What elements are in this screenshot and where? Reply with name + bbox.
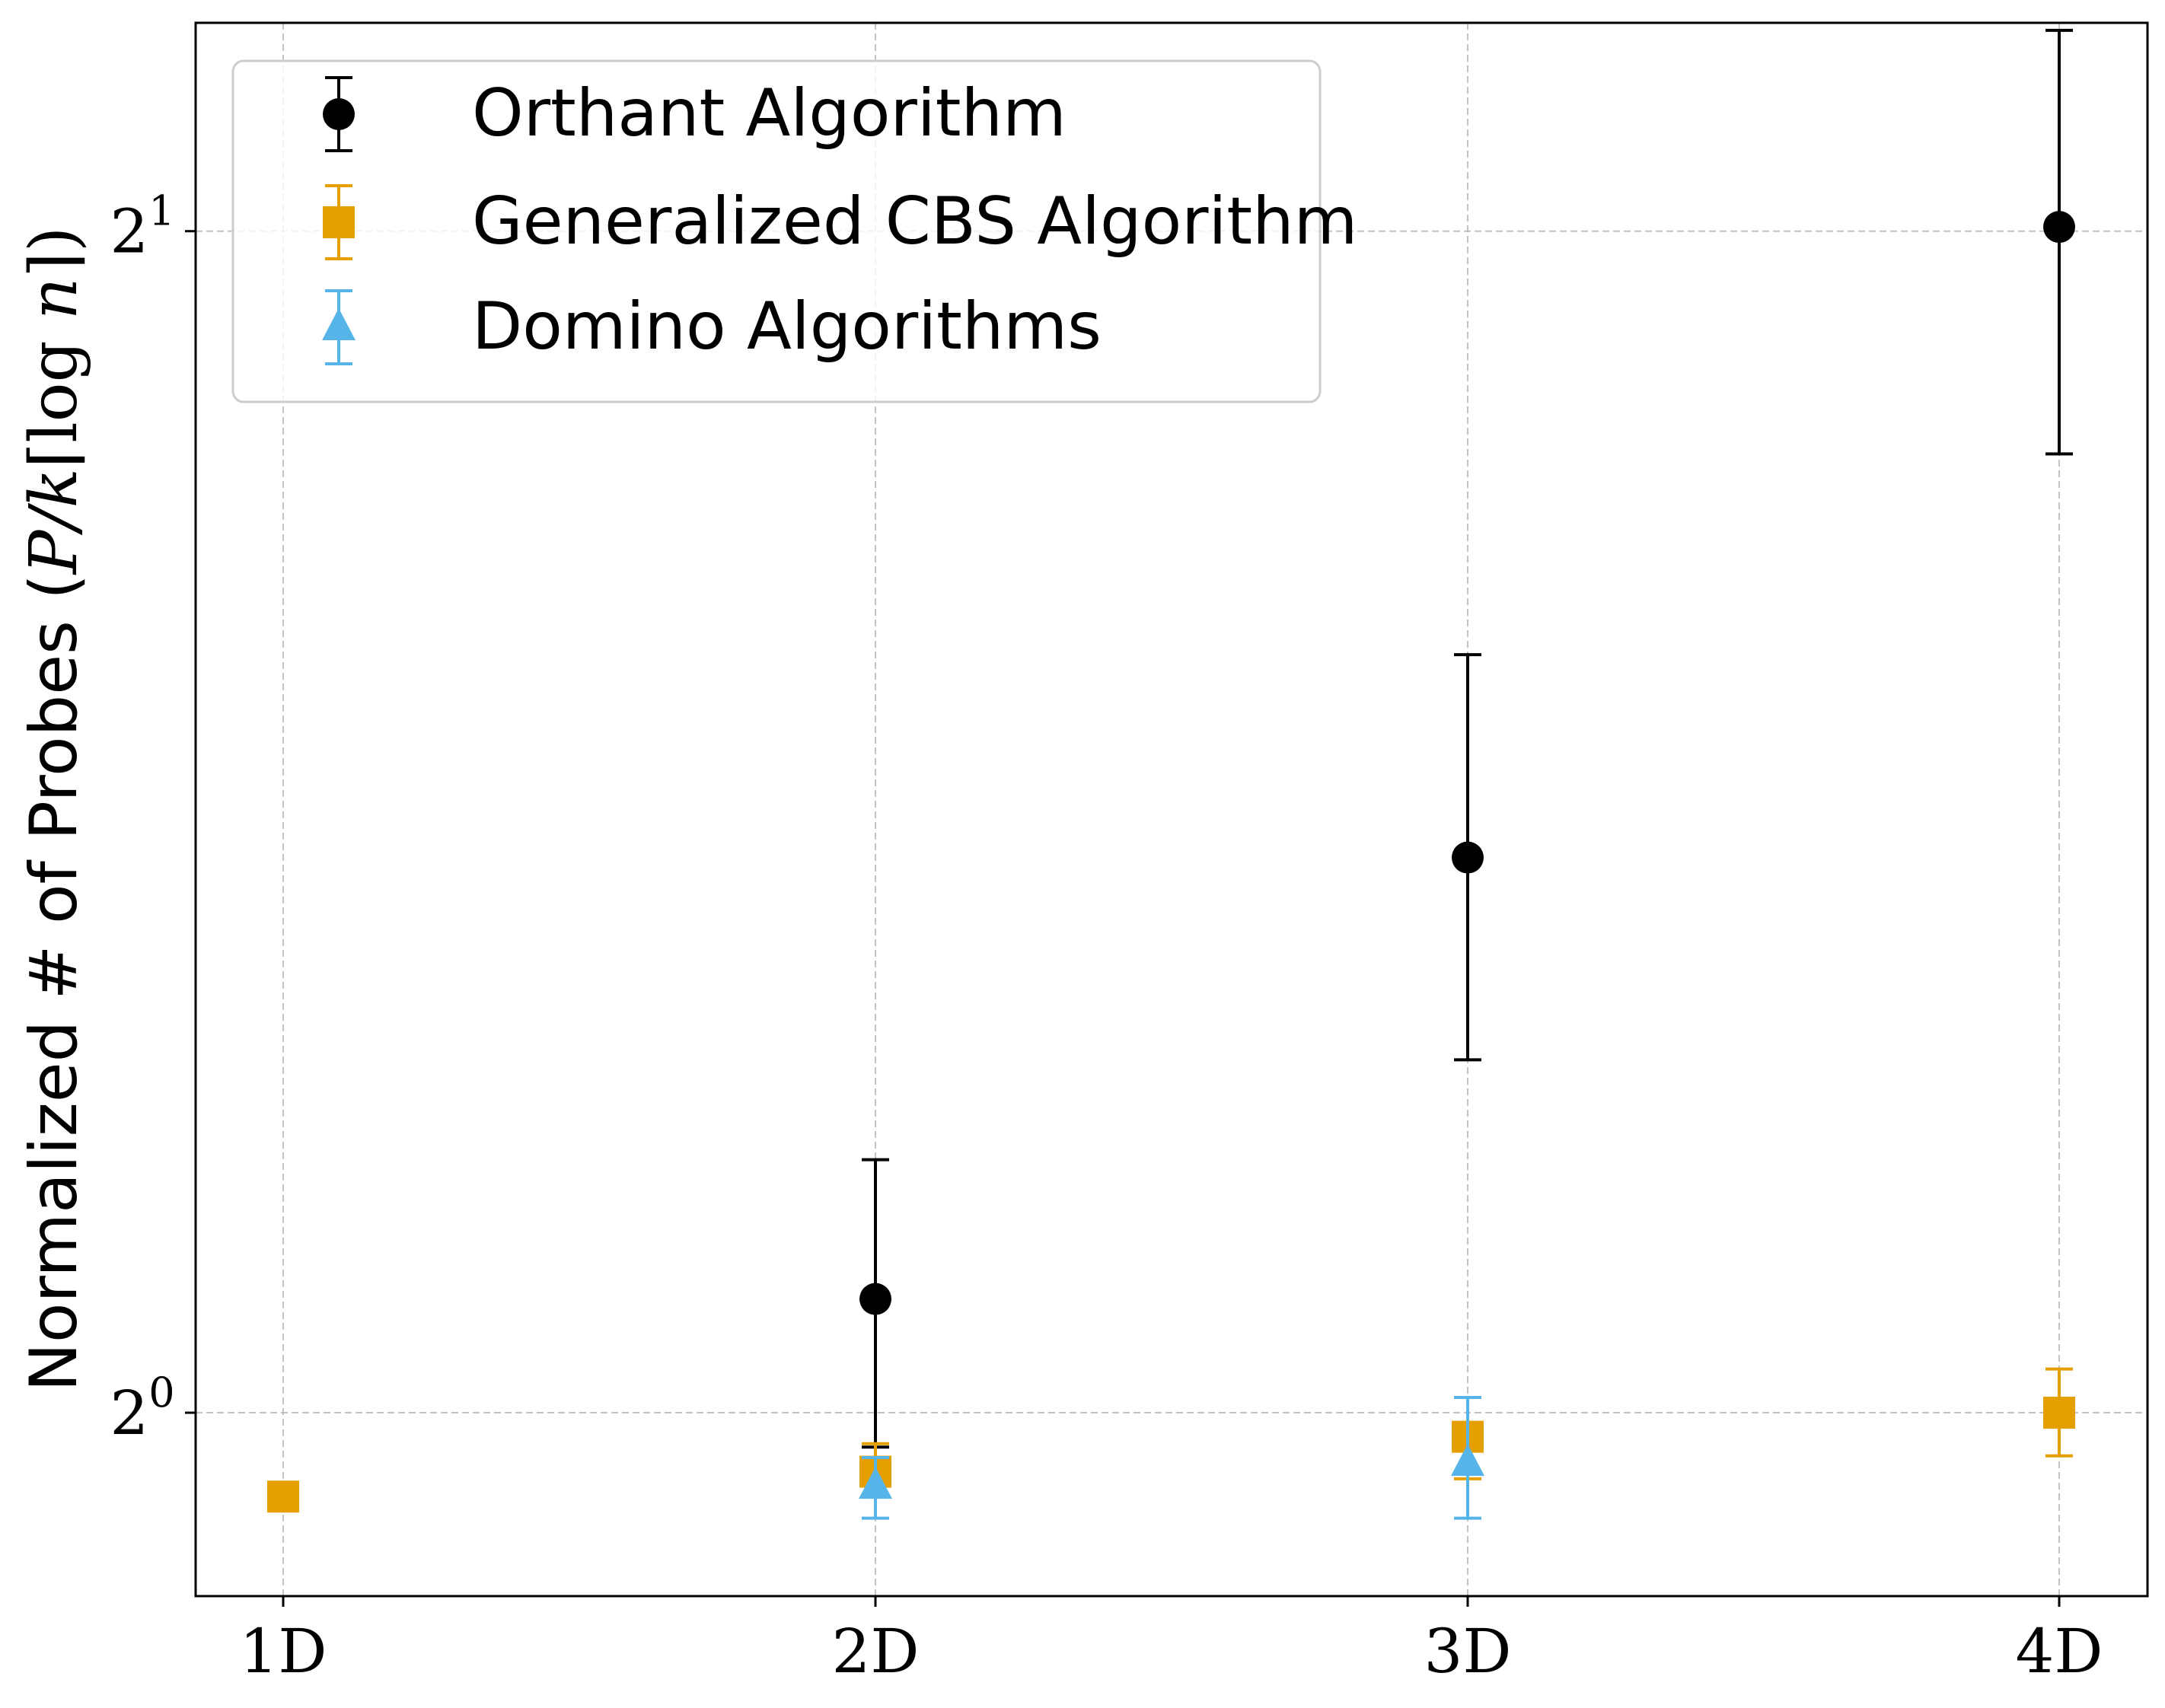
data-point bbox=[2043, 1397, 2075, 1429]
legend-label: Generalized CBS Algorithm bbox=[472, 183, 1357, 260]
x-tick-label: 1D bbox=[239, 1616, 327, 1687]
legend: Orthant Algorithm Generalized CBS Algorit… bbox=[231, 59, 1357, 403]
data-series bbox=[267, 28, 2075, 1520]
legend-marker bbox=[323, 98, 355, 130]
series-triangle bbox=[859, 1395, 1484, 1520]
x-tick-label: 4D bbox=[2015, 1616, 2103, 1687]
legend-entry: Orthant Algorithm bbox=[323, 75, 1067, 152]
data-point bbox=[1452, 841, 1484, 874]
data-point bbox=[267, 1480, 299, 1513]
x-tick-label: 3D bbox=[1424, 1616, 1511, 1687]
y-tick-label: 21 bbox=[110, 187, 174, 267]
y-tick-label: 20 bbox=[110, 1369, 174, 1448]
data-point bbox=[1451, 1443, 1484, 1476]
legend-entry: Generalized CBS Algorithm bbox=[323, 183, 1357, 260]
legend-marker bbox=[322, 308, 356, 340]
legend-label: Orthant Algorithm bbox=[472, 75, 1067, 151]
legend-label: Domino Algorithms bbox=[472, 288, 1102, 365]
x-tick-label: 2D bbox=[831, 1616, 919, 1687]
y-axis-label: Normalized # of Probes (P/k⌈log n⌉) bbox=[16, 227, 92, 1392]
data-point bbox=[859, 1467, 892, 1499]
legend-marker bbox=[323, 206, 355, 238]
data-point bbox=[859, 1283, 891, 1315]
plot-frame bbox=[194, 21, 2149, 1598]
x-axis-ticks: 1D 2D 3D 4D bbox=[239, 1596, 2103, 1687]
series-circle bbox=[859, 28, 2075, 1449]
data-point bbox=[2043, 211, 2075, 244]
legend-entry: Domino Algorithms bbox=[322, 288, 1102, 365]
legend-box bbox=[231, 59, 1322, 403]
